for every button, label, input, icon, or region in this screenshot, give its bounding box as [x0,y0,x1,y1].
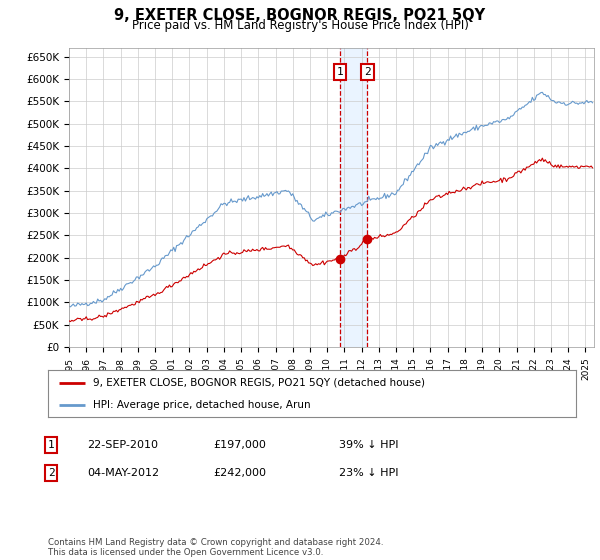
Bar [340,48,367,347]
Text: 39% ↓ HPI: 39% ↓ HPI [339,440,398,450]
Text: Contains HM Land Registry data © Crown copyright and database right 2024.
This d: Contains HM Land Registry data © Crown c… [48,538,383,557]
Text: 1: 1 [47,440,55,450]
Text: £242,000: £242,000 [213,468,266,478]
Text: £197,000: £197,000 [213,440,266,450]
Text: Price paid vs. HM Land Registry's House Price Index (HPI): Price paid vs. HM Land Registry's House … [131,19,469,32]
Text: 9, EXETER CLOSE, BOGNOR REGIS, PO21 5QY (detached house): 9, EXETER CLOSE, BOGNOR REGIS, PO21 5QY … [93,378,425,388]
Text: 2: 2 [364,67,371,77]
Text: 2: 2 [47,468,55,478]
Text: 9, EXETER CLOSE, BOGNOR REGIS, PO21 5QY: 9, EXETER CLOSE, BOGNOR REGIS, PO21 5QY [115,8,485,24]
Text: HPI: Average price, detached house, Arun: HPI: Average price, detached house, Arun [93,400,311,410]
Text: 04-MAY-2012: 04-MAY-2012 [87,468,159,478]
Text: 22-SEP-2010: 22-SEP-2010 [87,440,158,450]
Text: 23% ↓ HPI: 23% ↓ HPI [339,468,398,478]
Text: 1: 1 [337,67,343,77]
